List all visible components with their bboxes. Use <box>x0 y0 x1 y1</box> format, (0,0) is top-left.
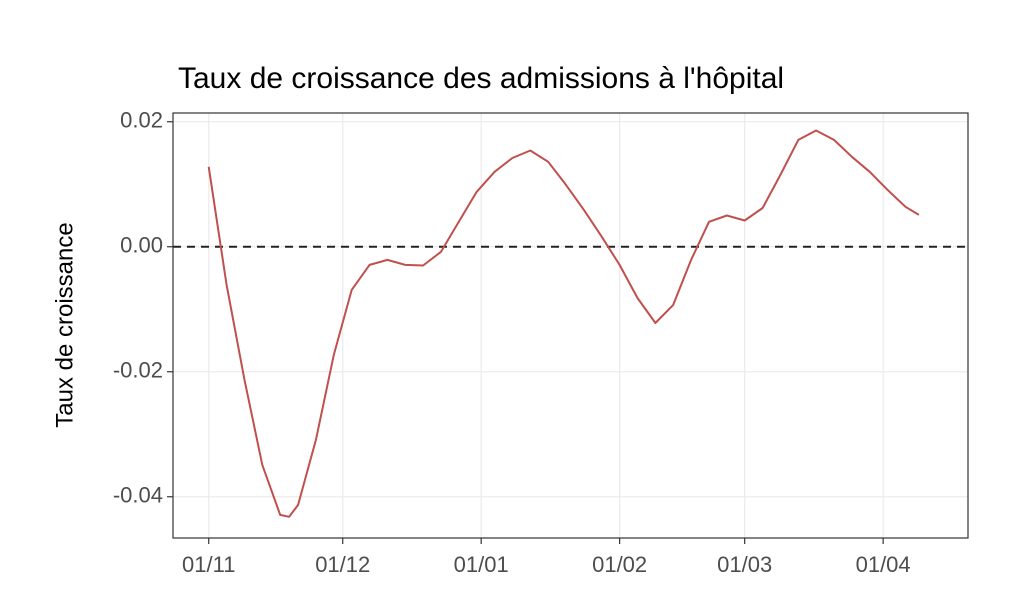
x-tick-label: 01/03 <box>717 552 772 577</box>
y-axis-label: Taux de croissance <box>51 222 78 427</box>
y-tick-label: -0.02 <box>113 358 163 383</box>
x-tick-label: 01/02 <box>592 552 647 577</box>
y-tick-label: 0.00 <box>120 233 163 258</box>
y-tick-label: 0.02 <box>120 108 163 133</box>
x-tick-label: 01/11 <box>182 552 235 577</box>
x-tick-label: 01/04 <box>856 552 911 577</box>
y-tick-label: -0.04 <box>113 483 163 508</box>
x-tick-label: 01/01 <box>454 552 509 577</box>
x-tick-label: 01/12 <box>315 552 370 577</box>
chart-title: Taux de croissance des admissions à l'hô… <box>178 62 784 95</box>
line-series <box>207 129 920 518</box>
plot-border <box>172 112 969 539</box>
